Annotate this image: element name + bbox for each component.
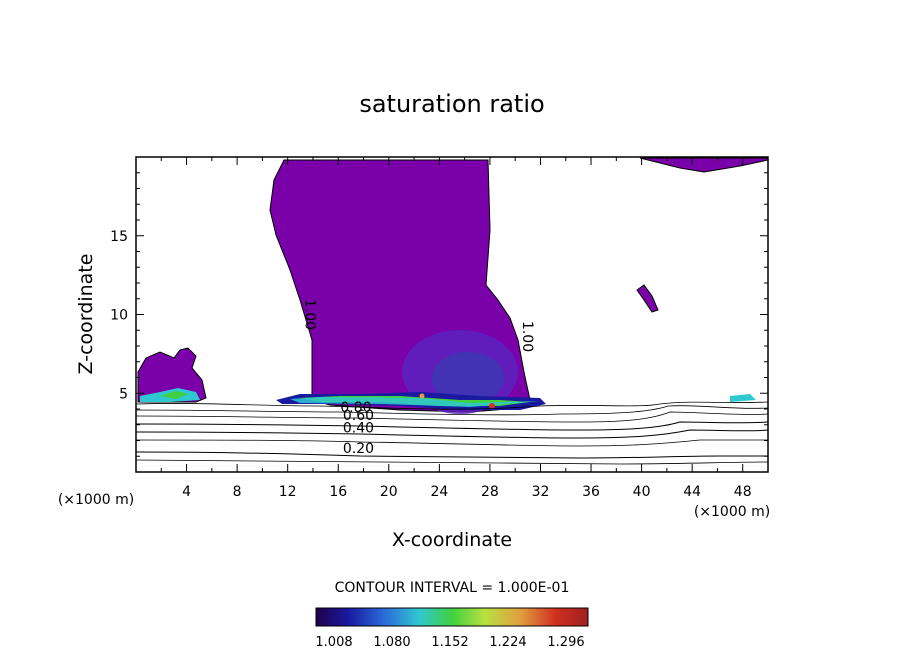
y-tick-label: 5: [119, 386, 128, 402]
contour-line: [136, 411, 768, 423]
x-tick-label: 20: [380, 484, 398, 500]
contour-line: [136, 405, 768, 416]
y-axis: 5 10 15: [110, 172, 768, 457]
band-right: [730, 394, 756, 402]
x-unit-right: (×1000 m): [694, 504, 770, 520]
y-tick-label: 15: [110, 229, 128, 245]
x-axis: 4 8 12 16 20 24 28 32 36 40 44 48: [160, 157, 752, 500]
x-tick-label: 12: [279, 484, 297, 500]
contour-line: [136, 429, 768, 439]
x-axis-label: X-coordinate: [392, 529, 512, 551]
colorbar: [315, 607, 589, 627]
contour-interval-note: CONTOUR INTERVAL = 1.000E-01: [335, 580, 570, 596]
band-left-green: [160, 391, 188, 399]
y-axis-label: Z-coordinate: [75, 254, 97, 375]
x-tick-label: 8: [233, 484, 242, 500]
contour-label: 0.40: [343, 421, 374, 437]
y-tick-label: 10: [110, 308, 128, 324]
colorbar-tick-label: 1.296: [547, 635, 584, 650]
contour-line: [136, 421, 768, 431]
hotspot: [419, 393, 425, 399]
contour-line: [136, 451, 768, 459]
x-tick-label: 28: [481, 484, 499, 500]
x-tick-label: 40: [633, 484, 651, 500]
supersat-region-small: [636, 284, 659, 313]
plot-contents: [136, 157, 768, 465]
contour-line: [136, 459, 768, 465]
contour-line: [136, 439, 768, 447]
x-tick-label: 44: [683, 484, 701, 500]
contour-label: 0.20: [343, 441, 374, 457]
colorbar-tick-label: 1.152: [431, 635, 468, 650]
core-region-inner: [432, 352, 504, 404]
supersat-region-upper-right: [639, 157, 768, 173]
chart-title: saturation ratio: [359, 90, 544, 118]
contour-line: [136, 401, 768, 410]
x-unit-left: (×1000 m): [58, 492, 134, 508]
x-tick-label: 36: [582, 484, 600, 500]
contour-label: 1.00: [519, 321, 535, 352]
x-tick-label: 4: [182, 484, 191, 500]
colorbar-tick-label: 1.224: [489, 635, 526, 650]
x-tick-label: 48: [734, 484, 752, 500]
band-cyan: [290, 397, 540, 407]
colorbar-tick-label: 1.080: [373, 635, 410, 650]
colorbar-tick-label: 1.008: [315, 635, 352, 650]
x-tick-label: 32: [532, 484, 550, 500]
colorbar-ticks: 1.008 1.080 1.152 1.224 1.296: [315, 635, 584, 650]
contour-label: 1.00: [301, 299, 317, 330]
contour-label: 0.60: [343, 408, 374, 424]
x-tick-label: 16: [329, 484, 347, 500]
contour-labels: 1.00 1.00 0.800.600.40 0.20: [301, 299, 534, 457]
contour-label: 0.80: [340, 400, 371, 416]
hotspot: [489, 403, 495, 409]
x-tick-label: 24: [430, 484, 448, 500]
